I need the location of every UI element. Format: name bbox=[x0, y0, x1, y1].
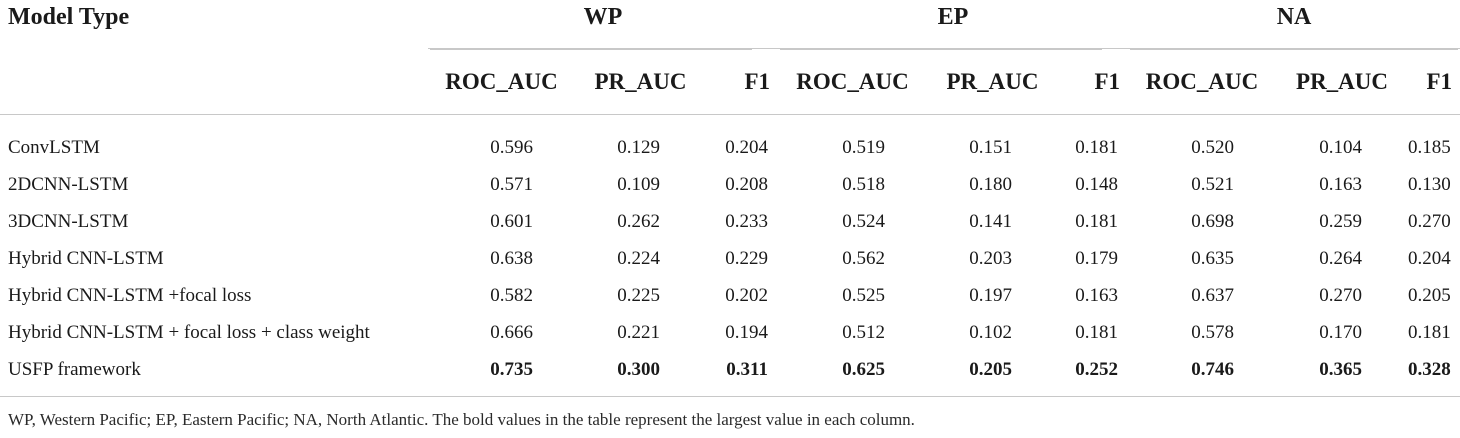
metric-value-cell: 0.102 bbox=[969, 321, 1012, 343]
metric-value-cell: 0.194 bbox=[725, 321, 768, 343]
metric-value-cell: 0.225 bbox=[617, 284, 660, 306]
metric-value-cell: 0.264 bbox=[1319, 247, 1363, 269]
metric-value-cell: 0.205 bbox=[969, 358, 1012, 380]
table-row: Hybrid CNN-LSTM + focal loss + class wei… bbox=[0, 314, 1460, 351]
metric-value-cell: 0.698 bbox=[1191, 210, 1235, 232]
metric-value-cell: 0.262 bbox=[617, 210, 660, 232]
metric-value-cell: 0.578 bbox=[1191, 321, 1235, 343]
model-name-cell: Hybrid CNN-LSTM + focal loss + class wei… bbox=[8, 321, 370, 343]
metric-value-cell: 0.252 bbox=[1075, 358, 1119, 380]
metric-value-cell: 0.224 bbox=[617, 247, 660, 269]
metric-value-cell: 0.328 bbox=[1408, 358, 1451, 380]
metric-value-cell: 0.524 bbox=[842, 210, 885, 232]
model-type-header: Model Type bbox=[8, 4, 130, 30]
metric-value-cell: 0.625 bbox=[842, 358, 885, 380]
metric-value-cell: 0.181 bbox=[1075, 321, 1119, 343]
metric-value-cell: 0.518 bbox=[842, 173, 885, 195]
metric-value-cell: 0.129 bbox=[617, 136, 660, 158]
metric-value-cell: 0.163 bbox=[1075, 284, 1119, 306]
group-header-na: NA bbox=[1276, 4, 1312, 30]
metric-value-cell: 0.512 bbox=[842, 321, 885, 343]
table-row: Hybrid CNN-LSTM 0.638 0.224 0.229 0.562 0.203… bbox=[0, 240, 1460, 277]
wp-f1-header: F1 bbox=[744, 69, 770, 94]
ep-pr-auc-header: PR_AUC bbox=[946, 69, 1039, 94]
metric-value-cell: 0.562 bbox=[842, 247, 885, 269]
metric-value-cell: 0.519 bbox=[842, 136, 885, 158]
metric-value-cell: 0.300 bbox=[617, 358, 660, 380]
metric-value-cell: 0.746 bbox=[1191, 358, 1235, 380]
table-row: 2DCNN-LSTM 0.571 0.109 0.208 0.518 0.180 0.148… bbox=[0, 166, 1460, 203]
metric-value-cell: 0.270 bbox=[1408, 210, 1451, 232]
metric-value-cell: 0.635 bbox=[1191, 247, 1235, 269]
na-pr-auc-header: PR_AUC bbox=[1296, 69, 1389, 94]
metric-value-cell: 0.205 bbox=[1408, 284, 1451, 306]
metric-value-cell: 0.181 bbox=[1075, 210, 1119, 232]
table-row: ConvLSTM 0.596 0.129 0.204 0.519 0.151 0.181 0.… bbox=[0, 115, 1460, 167]
metric-value-cell: 0.521 bbox=[1191, 173, 1235, 195]
metric-value-cell: 0.163 bbox=[1319, 173, 1363, 195]
metric-value-cell: 0.203 bbox=[969, 247, 1012, 269]
footer-rule bbox=[0, 396, 1460, 397]
model-name-cell: 2DCNN-LSTM bbox=[8, 173, 129, 195]
metric-value-cell: 0.582 bbox=[490, 284, 533, 306]
ep-roc-auc-header: ROC_AUC bbox=[796, 69, 909, 94]
model-name-cell: ConvLSTM bbox=[8, 136, 100, 158]
metric-value-cell: 0.571 bbox=[490, 173, 533, 195]
metric-value-cell: 0.179 bbox=[1075, 247, 1119, 269]
ep-f1-header: F1 bbox=[1094, 69, 1121, 94]
metric-value-cell: 0.596 bbox=[490, 136, 533, 158]
wp-roc-auc-header: ROC_AUC bbox=[445, 69, 558, 94]
table-row: 3DCNN-LSTM 0.601 0.262 0.233 0.524 0.141 0.181… bbox=[0, 203, 1460, 240]
metric-value-cell: 0.259 bbox=[1319, 210, 1363, 232]
metric-value-cell: 0.637 bbox=[1191, 284, 1235, 306]
metric-value-cell: 0.180 bbox=[969, 173, 1012, 195]
metric-value-cell: 0.520 bbox=[1191, 136, 1235, 158]
metric-value-cell: 0.151 bbox=[969, 136, 1012, 158]
metric-value-cell: 0.525 bbox=[842, 284, 885, 306]
metric-value-cell: 0.735 bbox=[490, 358, 533, 380]
metric-value-cell: 0.601 bbox=[490, 210, 533, 232]
metric-value-cell: 0.197 bbox=[969, 284, 1012, 306]
na-f1-header: F1 bbox=[1426, 69, 1453, 94]
model-name-cell: 3DCNN-LSTM bbox=[8, 210, 129, 232]
metric-value-cell: 0.666 bbox=[490, 321, 533, 343]
metric-value-cell: 0.204 bbox=[725, 136, 768, 158]
group-header-wp: WP bbox=[583, 4, 623, 30]
metric-value-cell: 0.109 bbox=[617, 173, 660, 195]
table-row: USFP framework 0.735 0.300 0.311 0.625 0.205 0… bbox=[0, 351, 1460, 388]
na-roc-auc-header: ROC_AUC bbox=[1145, 69, 1259, 94]
metric-value-cell: 0.311 bbox=[726, 358, 768, 380]
metric-value-cell: 0.233 bbox=[725, 210, 768, 232]
metric-value-cell: 0.208 bbox=[725, 173, 768, 195]
model-name-cell: USFP framework bbox=[8, 358, 141, 380]
metric-value-cell: 0.229 bbox=[725, 247, 768, 269]
model-comparison-table: Model Type WP EP NA ROC_AUC PR_AUC F1 RO… bbox=[0, 4, 1460, 389]
metric-value-cell: 0.365 bbox=[1319, 358, 1363, 380]
metric-value-cell: 0.130 bbox=[1408, 173, 1451, 195]
table-body: ConvLSTM 0.596 0.129 0.204 0.519 0.151 0.181 0.… bbox=[0, 115, 1460, 389]
table-row: Hybrid CNN-LSTM +focal loss 0.582 0.225 0.2… bbox=[0, 277, 1460, 314]
wp-pr-auc-header: PR_AUC bbox=[594, 69, 687, 94]
metric-value-cell: 0.202 bbox=[725, 284, 768, 306]
metric-value-cell: 0.185 bbox=[1408, 136, 1451, 158]
metric-value-cell: 0.170 bbox=[1319, 321, 1363, 343]
metric-value-cell: 0.221 bbox=[617, 321, 660, 343]
metric-value-cell: 0.181 bbox=[1408, 321, 1451, 343]
metric-value-cell: 0.204 bbox=[1408, 247, 1451, 269]
metric-value-cell: 0.141 bbox=[969, 210, 1012, 232]
table-footnote: WP, Western Pacific; EP, Eastern Pacific… bbox=[8, 410, 915, 429]
group-header-ep: EP bbox=[937, 4, 969, 30]
model-name-cell: Hybrid CNN-LSTM +focal loss bbox=[8, 284, 252, 306]
metric-value-cell: 0.148 bbox=[1075, 173, 1119, 195]
metric-value-cell: 0.181 bbox=[1075, 136, 1119, 158]
metric-value-cell: 0.104 bbox=[1319, 136, 1363, 158]
metric-value-cell: 0.270 bbox=[1319, 284, 1363, 306]
metric-value-cell: 0.638 bbox=[490, 247, 533, 269]
model-name-cell: Hybrid CNN-LSTM bbox=[8, 247, 164, 269]
